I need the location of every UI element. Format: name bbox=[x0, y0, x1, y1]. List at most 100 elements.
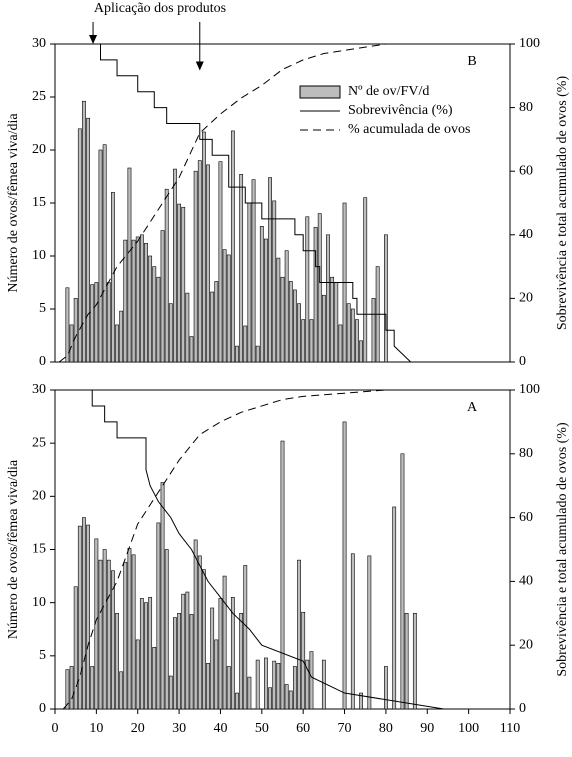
bar bbox=[272, 660, 277, 710]
bar bbox=[363, 197, 368, 363]
y2-tick-label: 20 bbox=[519, 291, 533, 306]
bar bbox=[321, 659, 326, 710]
bar bbox=[214, 639, 219, 710]
x-tick-label: 110 bbox=[500, 721, 520, 736]
x-tick-label: 0 bbox=[52, 721, 59, 736]
bar bbox=[73, 586, 78, 710]
legend-label: Sobrevivência (%) bbox=[348, 103, 453, 118]
bar bbox=[144, 242, 148, 363]
bar bbox=[164, 188, 169, 363]
legend-label: Nº de ov/FV/d bbox=[348, 84, 429, 99]
bar bbox=[206, 662, 210, 710]
y-tick-label: 20 bbox=[32, 489, 46, 504]
bar bbox=[218, 161, 223, 363]
bar bbox=[185, 292, 190, 363]
bar bbox=[317, 213, 322, 363]
bar bbox=[168, 303, 173, 363]
bar bbox=[384, 666, 388, 710]
bar bbox=[284, 684, 289, 710]
bar bbox=[127, 167, 132, 363]
bar bbox=[293, 289, 297, 363]
bar bbox=[82, 517, 86, 710]
bar bbox=[160, 482, 165, 710]
bar bbox=[119, 310, 124, 363]
bar bbox=[239, 174, 244, 363]
annotation: Aplicação dos produtos bbox=[94, 1, 226, 16]
y-tick-label: 25 bbox=[32, 435, 46, 450]
bar bbox=[102, 549, 107, 710]
bar bbox=[247, 202, 252, 363]
bar bbox=[73, 298, 78, 363]
y-tick-label: 25 bbox=[32, 89, 46, 104]
bar bbox=[106, 282, 111, 363]
bar bbox=[239, 612, 244, 710]
bar bbox=[94, 282, 99, 363]
survival-line bbox=[55, 43, 412, 363]
bar bbox=[202, 569, 206, 710]
bar bbox=[330, 276, 335, 363]
bar bbox=[82, 100, 86, 363]
bar bbox=[90, 666, 95, 710]
x-tick-label: 50 bbox=[255, 721, 269, 736]
bar bbox=[222, 575, 227, 710]
bar bbox=[119, 671, 124, 710]
y-tick-label: 5 bbox=[39, 301, 46, 316]
bar bbox=[255, 345, 260, 363]
bar bbox=[359, 692, 363, 710]
legend-label: % acumulada de ovos bbox=[348, 122, 470, 137]
bar bbox=[189, 614, 194, 710]
bar bbox=[156, 522, 161, 710]
y-axis-label: Número de ovos/fêmea viva/dia bbox=[6, 459, 21, 639]
bar bbox=[288, 281, 293, 363]
bar bbox=[106, 559, 111, 710]
bar bbox=[177, 612, 181, 710]
bar bbox=[259, 226, 264, 363]
bar bbox=[102, 144, 107, 363]
bar bbox=[288, 690, 293, 710]
bar bbox=[243, 565, 248, 710]
bar bbox=[90, 284, 95, 363]
y2-axis-label: Sobrevivência e total acumulado de ovos … bbox=[555, 76, 570, 331]
bar bbox=[251, 179, 256, 363]
arrow-head bbox=[89, 35, 98, 44]
bar bbox=[305, 659, 310, 710]
bar bbox=[173, 617, 177, 710]
y-tick-label: 0 bbox=[39, 354, 46, 369]
bar bbox=[371, 298, 376, 363]
bar bbox=[264, 238, 268, 363]
bar bbox=[152, 266, 157, 363]
bar bbox=[160, 230, 165, 363]
bar bbox=[86, 524, 90, 710]
bar bbox=[247, 676, 252, 710]
bar bbox=[309, 651, 314, 710]
y-tick-label: 10 bbox=[32, 248, 46, 263]
bar bbox=[123, 239, 128, 363]
bar bbox=[268, 177, 272, 363]
bar bbox=[168, 675, 173, 710]
bar bbox=[243, 325, 248, 363]
bar bbox=[185, 591, 190, 710]
bar bbox=[148, 597, 153, 710]
bar bbox=[301, 319, 306, 363]
x-tick-label: 70 bbox=[338, 721, 352, 736]
x-tick-label: 80 bbox=[379, 721, 393, 736]
y2-tick-label: 40 bbox=[519, 227, 533, 242]
bar bbox=[210, 291, 215, 363]
y2-tick-label: 60 bbox=[519, 163, 533, 178]
y2-tick-label: 100 bbox=[519, 382, 540, 397]
survival-line bbox=[55, 389, 444, 710]
bar bbox=[139, 234, 144, 363]
bar bbox=[412, 612, 417, 710]
bar bbox=[276, 257, 281, 363]
bar bbox=[309, 319, 314, 363]
bar bbox=[313, 227, 318, 363]
bar bbox=[305, 216, 310, 363]
y2-tick-label: 0 bbox=[519, 701, 526, 716]
bar bbox=[268, 687, 272, 710]
bar bbox=[181, 593, 186, 710]
panel-label: B bbox=[467, 54, 476, 69]
bar bbox=[69, 324, 74, 363]
bar bbox=[350, 308, 355, 363]
y-tick-label: 20 bbox=[32, 142, 46, 157]
bar bbox=[230, 597, 235, 710]
